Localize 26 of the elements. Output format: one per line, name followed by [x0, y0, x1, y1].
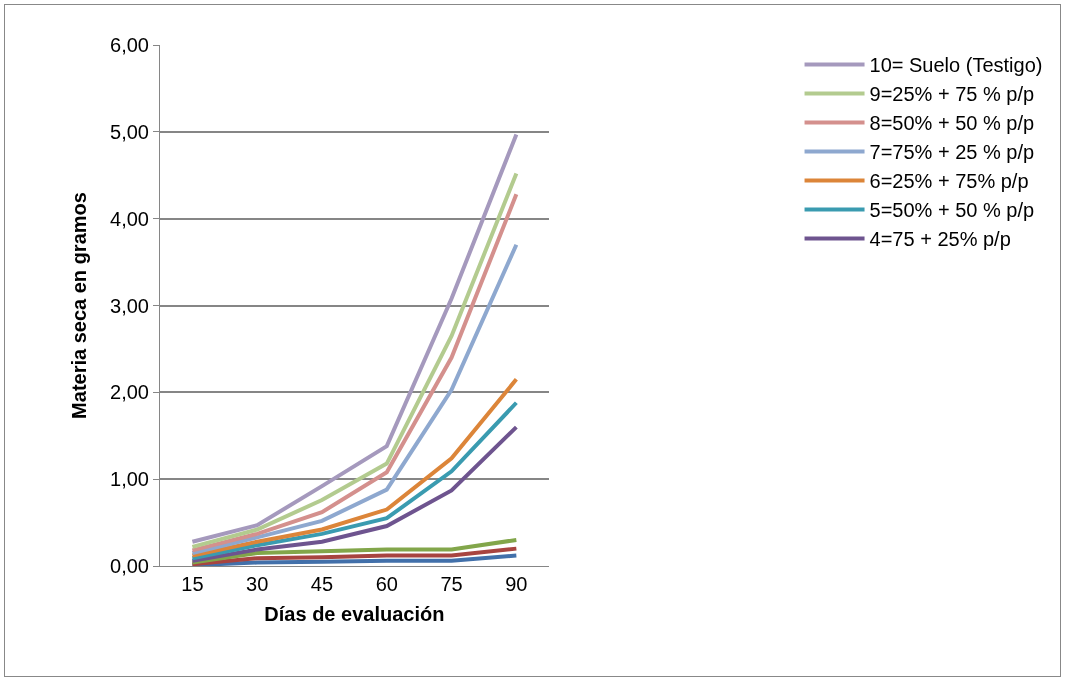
legend-label: 5=50% + 50 % p/p	[869, 199, 1035, 222]
x-axis-title: Días de evaluación	[264, 602, 445, 625]
y-tick-label: 4,00	[110, 207, 149, 230]
legend-label: 6=25% + 75% p/p	[869, 170, 1029, 193]
x-tick-label: 30	[246, 573, 269, 595]
y-tick-label: 2,00	[110, 381, 149, 404]
legend-label: 9=25% + 75 % p/p	[869, 83, 1035, 106]
y-tick-label: 6,00	[110, 34, 149, 56]
y-tick-label: 3,00	[110, 294, 149, 317]
line-series	[190, 553, 519, 566]
line-series	[190, 537, 519, 565]
x-tick-label: 75	[440, 573, 463, 595]
y-tick-label: 0,00	[110, 555, 149, 577]
legend-label: 7=75% + 25 % p/p	[869, 141, 1035, 164]
legend-label: 10= Suelo (Testigo)	[869, 54, 1043, 77]
y-tick-label: 5,00	[110, 120, 149, 143]
legend-label: 4=75 + 25% p/p	[869, 228, 1011, 251]
line-series	[190, 546, 519, 566]
x-tick-label: 90	[505, 573, 528, 595]
legend-label: 8=50% + 50 % p/p	[869, 112, 1035, 135]
y-axis-title: Materia seca en gramos	[67, 192, 90, 419]
line-series	[190, 425, 519, 563]
y-tick-label: 1,00	[110, 468, 149, 491]
x-tick-label: 15	[181, 573, 204, 595]
x-tick-label: 45	[310, 573, 334, 595]
x-tick-label: 60	[375, 573, 398, 595]
